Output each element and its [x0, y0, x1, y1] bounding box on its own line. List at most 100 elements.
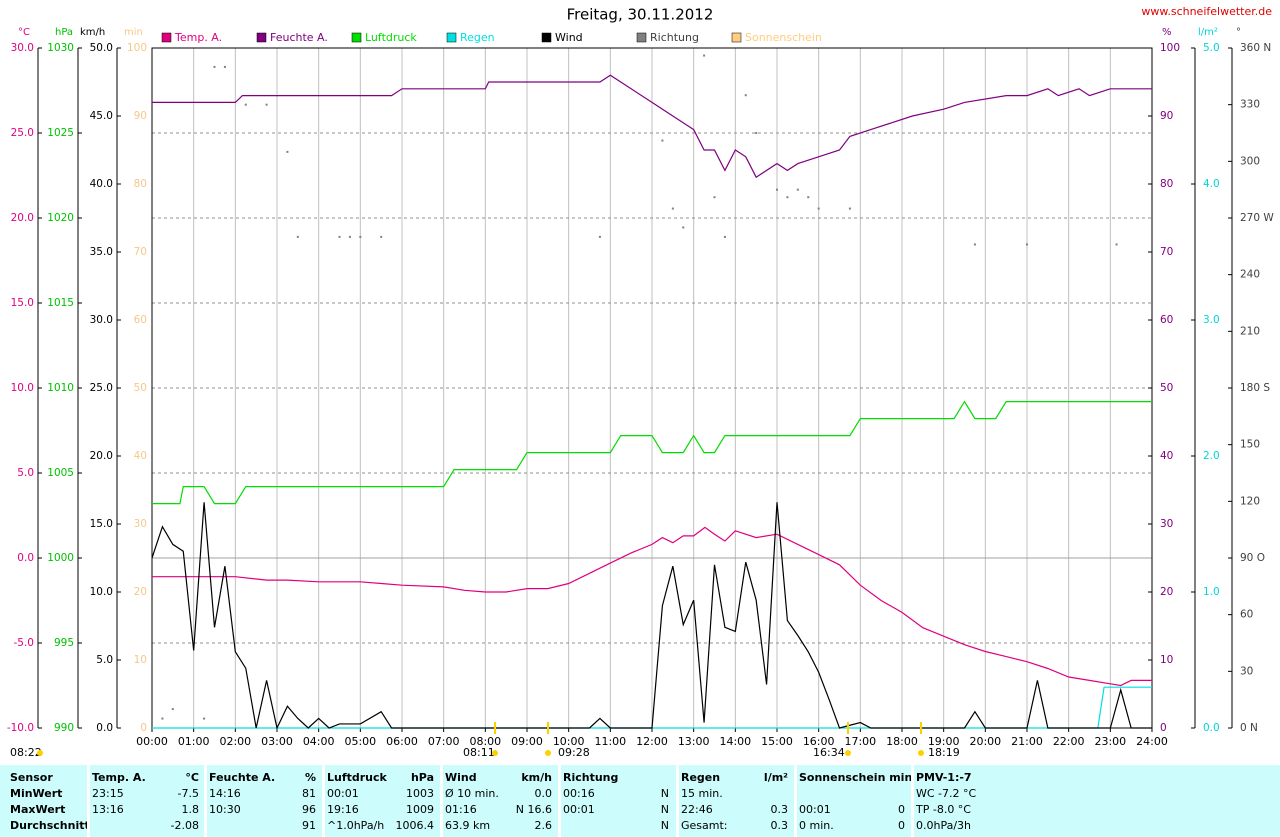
y-tick-label: 80: [134, 178, 147, 190]
y-tick-label: 90: [134, 110, 147, 122]
y-tick-label: 1010: [47, 382, 74, 394]
stats-cell: N: [660, 819, 669, 832]
sun-time: 16:34: [813, 746, 845, 759]
direction-dot: [161, 717, 164, 720]
y-tick-label: 5.0: [96, 654, 113, 666]
y-tick-label: 0: [1160, 722, 1167, 734]
y-tick-label: 40.0: [90, 178, 113, 190]
direction-dot: [171, 708, 174, 711]
y-tick-label: 40: [1160, 450, 1173, 462]
x-tick-label: 05:00: [344, 735, 376, 748]
y-tick-label: 30: [1160, 518, 1173, 530]
separator: [911, 765, 914, 837]
stats-cell: N: [660, 787, 669, 800]
axis-unit: %: [1162, 27, 1172, 38]
direction-dot: [713, 196, 716, 199]
x-tick-label: 04:00: [303, 735, 335, 748]
y-tick-label: 20.0: [90, 450, 113, 462]
chart: Freitag, 30.11.2012 www.schneifelwetter.…: [7, 5, 1275, 759]
stats-cell: Wind: [445, 771, 477, 784]
y-tick-label: 45.0: [90, 110, 113, 122]
y-tick-label: 35.0: [90, 246, 113, 258]
stats-cell: ^1.0hPa/h: [327, 819, 385, 832]
x-tick-label: 20:00: [969, 735, 1001, 748]
y-tick-label: 10.0: [90, 586, 113, 598]
y-tick-label: 15.0: [11, 297, 34, 309]
direction-dot: [755, 132, 758, 134]
stats-cell: Regen: [681, 771, 721, 784]
stats-cell: %: [304, 771, 316, 784]
stats-cell: 91: [302, 819, 316, 832]
x-tick-label: 21:00: [1011, 735, 1043, 748]
stats-cell: -7.5: [177, 787, 199, 800]
y-tick-label: 10.0: [11, 382, 34, 394]
y-tick-label: 10: [1160, 654, 1173, 666]
legend-label: Temp. A.: [174, 31, 222, 44]
legend-swatch: [731, 32, 742, 43]
separator: [440, 765, 443, 837]
stats-cell: Durchschnitt: [10, 819, 90, 832]
y-tick-label: 270 W: [1240, 212, 1274, 224]
y-tick-label: 5.0: [17, 467, 34, 479]
y-tick-label: 1020: [47, 212, 74, 224]
stats-cell: 1006.4: [395, 819, 435, 832]
stats-cell: Luftdruck: [327, 771, 387, 784]
legend-swatch: [161, 32, 172, 43]
y-tick-label: 0: [140, 722, 147, 734]
x-tick-label: 03:00: [261, 735, 293, 748]
stats-cell: 13:16: [92, 803, 124, 816]
y-tick-label: 25.0: [90, 382, 113, 394]
stats-cell: 00:01: [563, 803, 595, 816]
chart-title: Freitag, 30.11.2012: [567, 6, 714, 24]
y-tick-label: 80: [1160, 178, 1173, 190]
direction-dot: [807, 196, 810, 199]
stats-cell: 00:16: [563, 787, 595, 800]
x-tick-label: 10:00: [553, 735, 585, 748]
direction-dot: [817, 207, 820, 210]
direction-dot: [296, 235, 299, 238]
stats-cell: MaxWert: [10, 803, 66, 816]
stats-cell: 23:15: [92, 787, 124, 800]
series-line: [152, 526, 1152, 687]
y-tick-label: 990: [54, 722, 74, 734]
x-tick-label: 01:00: [178, 735, 210, 748]
y-tick-label: 0.0: [17, 552, 34, 564]
direction-dot: [796, 188, 799, 191]
stats-cell: Feuchte A.: [209, 771, 276, 784]
x-tick-label: 16:00: [803, 735, 835, 748]
y-tick-label: 30: [1240, 665, 1253, 677]
y-tick-label: 60: [1160, 314, 1173, 326]
direction-dot: [1026, 243, 1028, 246]
direction-dot: [286, 150, 289, 153]
x-tick-label: 08:00: [469, 735, 501, 748]
stats-cell: °C: [185, 771, 199, 784]
stats-cell: WC -7.2 °C: [916, 787, 977, 800]
legend-label: Wind: [555, 31, 583, 44]
y-tick-label: 100: [1160, 42, 1180, 54]
direction-dot: [203, 717, 206, 720]
sun-time: 18:19: [928, 746, 960, 759]
y-tick-label: 20.0: [11, 212, 34, 224]
series-line: [152, 400, 1152, 505]
y-tick-label: 50.0: [90, 42, 113, 54]
x-tick-label: 17:00: [844, 735, 876, 748]
direction-dot: [661, 139, 664, 142]
y-tick-label: 40: [134, 450, 147, 462]
y-tick-label: 90 O: [1240, 552, 1265, 564]
series-line: [151, 502, 1152, 730]
stats-cell: Richtung: [563, 771, 619, 784]
legend-label: Regen: [460, 31, 495, 44]
x-tick-label: 18:00: [886, 735, 918, 748]
legend-label: Feuchte A.: [270, 31, 328, 44]
y-tick-label: 1015: [47, 297, 74, 309]
stats-cell: 2.6: [534, 819, 553, 832]
legend-swatch: [636, 32, 647, 43]
x-tick-label: 22:00: [1053, 735, 1085, 748]
direction-dot: [703, 54, 706, 57]
legend-swatch: [541, 32, 552, 43]
stats-table: Sensor MinWert MaxWert Durchschnitt Temp. A.…: [0, 765, 1280, 837]
x-tick-label: 11:00: [594, 735, 626, 748]
direction-dot: [973, 243, 976, 246]
legend-swatch: [256, 32, 267, 43]
